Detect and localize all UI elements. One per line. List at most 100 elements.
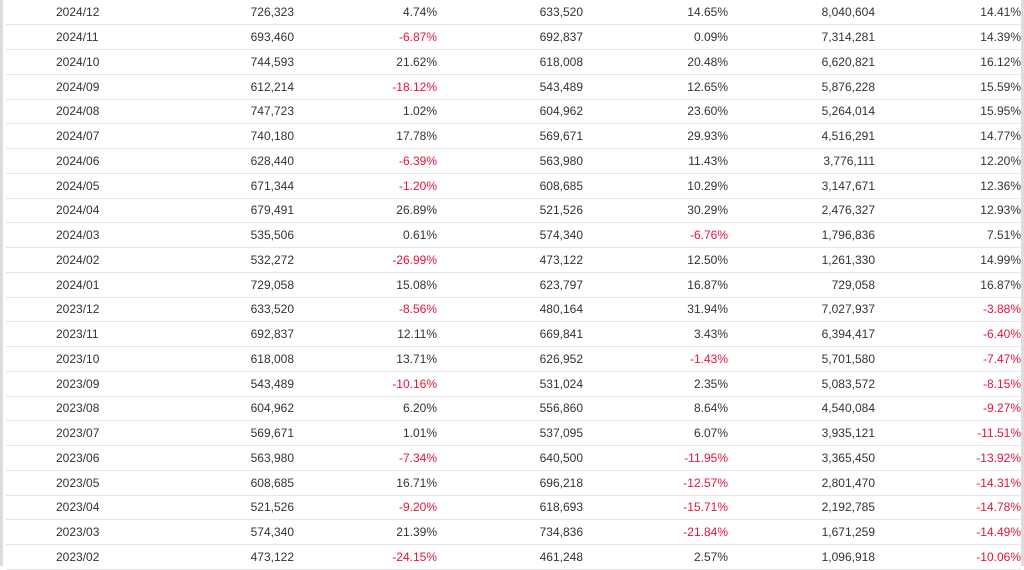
cell-change-b: -12.57% bbox=[583, 470, 728, 496]
table-row: 2024/02 532,272 -26.99% 473,122 12.50% 1,261,… bbox=[6, 247, 1021, 273]
cell-change-cumulative: 7.51% bbox=[875, 222, 1021, 248]
cell-value-b: 604,962 bbox=[437, 99, 583, 125]
table-row: 2023/08 604,962 6.20% 556,860 8.64% 4,540,084… bbox=[6, 396, 1021, 422]
cell-cumulative: 8,040,604 bbox=[728, 0, 875, 26]
table-row: 2024/12 726,323 4.74% 633,520 14.65% 8,040,60… bbox=[6, 0, 1021, 26]
cell-change-b: 12.50% bbox=[583, 247, 728, 273]
cell-month: 2024/03 bbox=[6, 222, 192, 248]
table-row: 2023/10 618,008 13.71% 626,952 -1.43% 5,701,5… bbox=[6, 346, 1021, 372]
cell-change-b: 30.29% bbox=[583, 198, 728, 224]
cell-change-a: 15.08% bbox=[294, 272, 437, 298]
cell-value-b: 626,952 bbox=[437, 346, 583, 372]
cell-change-cumulative: 12.20% bbox=[875, 148, 1021, 174]
cell-change-a: -7.34% bbox=[294, 445, 437, 471]
cell-change-cumulative: 14.41% bbox=[875, 0, 1021, 26]
cell-change-a: 0.61% bbox=[294, 222, 437, 248]
cell-change-b: 12.65% bbox=[583, 74, 728, 100]
table-row: 2024/11 693,460 -6.87% 692,837 0.09% 7,314,28… bbox=[6, 24, 1021, 50]
cell-change-a: 12.11% bbox=[294, 321, 437, 347]
cell-change-a: 21.62% bbox=[294, 49, 437, 75]
cell-change-b: 31.94% bbox=[583, 297, 728, 323]
cell-cumulative: 1,671,259 bbox=[728, 519, 875, 545]
cell-change-cumulative: -3.88% bbox=[875, 297, 1021, 323]
cell-month: 2023/10 bbox=[6, 346, 192, 372]
table-body: 2024/12 726,323 4.74% 633,520 14.65% 8,040,60… bbox=[6, 0, 1021, 570]
cell-change-a: 26.89% bbox=[294, 198, 437, 224]
cell-value-b: 696,218 bbox=[437, 470, 583, 496]
cell-month: 2023/06 bbox=[6, 445, 192, 471]
cell-value-a: 679,491 bbox=[192, 198, 294, 224]
cell-change-cumulative: -14.31% bbox=[875, 470, 1021, 496]
cell-change-cumulative: -8.15% bbox=[875, 371, 1021, 397]
cell-change-cumulative: 16.12% bbox=[875, 49, 1021, 75]
cell-change-b: 16.87% bbox=[583, 272, 728, 298]
cell-change-cumulative: 14.77% bbox=[875, 123, 1021, 149]
cell-value-b: 618,008 bbox=[437, 49, 583, 75]
cell-change-a: 6.20% bbox=[294, 396, 437, 422]
cell-change-cumulative: -14.49% bbox=[875, 519, 1021, 545]
cell-cumulative: 3,147,671 bbox=[728, 173, 875, 199]
cell-change-b: 10.29% bbox=[583, 173, 728, 199]
cell-month: 2024/05 bbox=[6, 173, 192, 199]
cell-change-b: 2.35% bbox=[583, 371, 728, 397]
cell-month: 2023/07 bbox=[6, 420, 192, 446]
cell-month: 2024/10 bbox=[6, 49, 192, 75]
cell-month: 2023/05 bbox=[6, 470, 192, 496]
table-row: 2024/05 671,344 -1.20% 608,685 10.29% 3,147,6… bbox=[6, 173, 1021, 199]
cell-change-a: 1.01% bbox=[294, 420, 437, 446]
cell-change-b: 6.07% bbox=[583, 420, 728, 446]
cell-value-a: 671,344 bbox=[192, 173, 294, 199]
cell-change-cumulative: -13.92% bbox=[875, 445, 1021, 471]
cell-value-b: 574,340 bbox=[437, 222, 583, 248]
table-row: 2023/07 569,671 1.01% 537,095 6.07% 3,935,121… bbox=[6, 420, 1021, 446]
cell-month: 2023/08 bbox=[6, 396, 192, 422]
cell-value-a: 628,440 bbox=[192, 148, 294, 174]
cell-cumulative: 3,776,111 bbox=[728, 148, 875, 174]
table-row: 2023/04 521,526 -9.20% 618,693 -15.71% 2,192,… bbox=[6, 495, 1021, 521]
cell-cumulative: 7,027,937 bbox=[728, 297, 875, 323]
cell-change-b: -11.95% bbox=[583, 445, 728, 471]
cell-value-a: 543,489 bbox=[192, 371, 294, 397]
cell-change-cumulative: -7.47% bbox=[875, 346, 1021, 372]
cell-value-a: 563,980 bbox=[192, 445, 294, 471]
cell-value-b: 480,164 bbox=[437, 297, 583, 323]
cell-value-b: 563,980 bbox=[437, 148, 583, 174]
cell-cumulative: 7,314,281 bbox=[728, 24, 875, 50]
cell-month: 2024/12 bbox=[6, 0, 192, 26]
table-row: 2023/05 608,685 16.71% 696,218 -12.57% 2,801,… bbox=[6, 470, 1021, 496]
cell-change-a: 13.71% bbox=[294, 346, 437, 372]
cell-change-cumulative: -9.27% bbox=[875, 396, 1021, 422]
cell-value-a: 574,340 bbox=[192, 519, 294, 545]
cell-change-b: -6.76% bbox=[583, 222, 728, 248]
table-row: 2024/08 747,723 1.02% 604,962 23.60% 5,264,01… bbox=[6, 99, 1021, 125]
cell-value-b: 543,489 bbox=[437, 74, 583, 100]
cell-value-b: 734,836 bbox=[437, 519, 583, 545]
cell-value-b: 531,024 bbox=[437, 371, 583, 397]
cell-change-b: 14.65% bbox=[583, 0, 728, 26]
cell-value-b: 521,526 bbox=[437, 198, 583, 224]
cell-change-b: 3.43% bbox=[583, 321, 728, 347]
cell-value-b: 692,837 bbox=[437, 24, 583, 50]
cell-change-a: -6.39% bbox=[294, 148, 437, 174]
cell-cumulative: 5,876,228 bbox=[728, 74, 875, 100]
cell-change-a: 4.74% bbox=[294, 0, 437, 26]
cell-cumulative: 1,261,330 bbox=[728, 247, 875, 273]
table-row: 2024/04 679,491 26.89% 521,526 30.29% 2,476,3… bbox=[6, 198, 1021, 224]
cell-change-a: 16.71% bbox=[294, 470, 437, 496]
cell-month: 2024/09 bbox=[6, 74, 192, 100]
cell-value-a: 521,526 bbox=[192, 495, 294, 521]
cell-change-b: 29.93% bbox=[583, 123, 728, 149]
cell-cumulative: 3,365,450 bbox=[728, 445, 875, 471]
cell-change-cumulative: 12.93% bbox=[875, 198, 1021, 224]
cell-value-b: 473,122 bbox=[437, 247, 583, 273]
cell-value-a: 569,671 bbox=[192, 420, 294, 446]
cell-cumulative: 6,620,821 bbox=[728, 49, 875, 75]
table-row: 2024/06 628,440 -6.39% 563,980 11.43% 3,776,1… bbox=[6, 148, 1021, 174]
cell-month: 2024/06 bbox=[6, 148, 192, 174]
cell-change-a: -6.87% bbox=[294, 24, 437, 50]
cell-month: 2023/09 bbox=[6, 371, 192, 397]
table-row: 2024/07 740,180 17.78% 569,671 29.93% 4,516,2… bbox=[6, 123, 1021, 149]
cell-change-a: 17.78% bbox=[294, 123, 437, 149]
cell-change-cumulative: 14.99% bbox=[875, 247, 1021, 273]
cell-value-b: 537,095 bbox=[437, 420, 583, 446]
